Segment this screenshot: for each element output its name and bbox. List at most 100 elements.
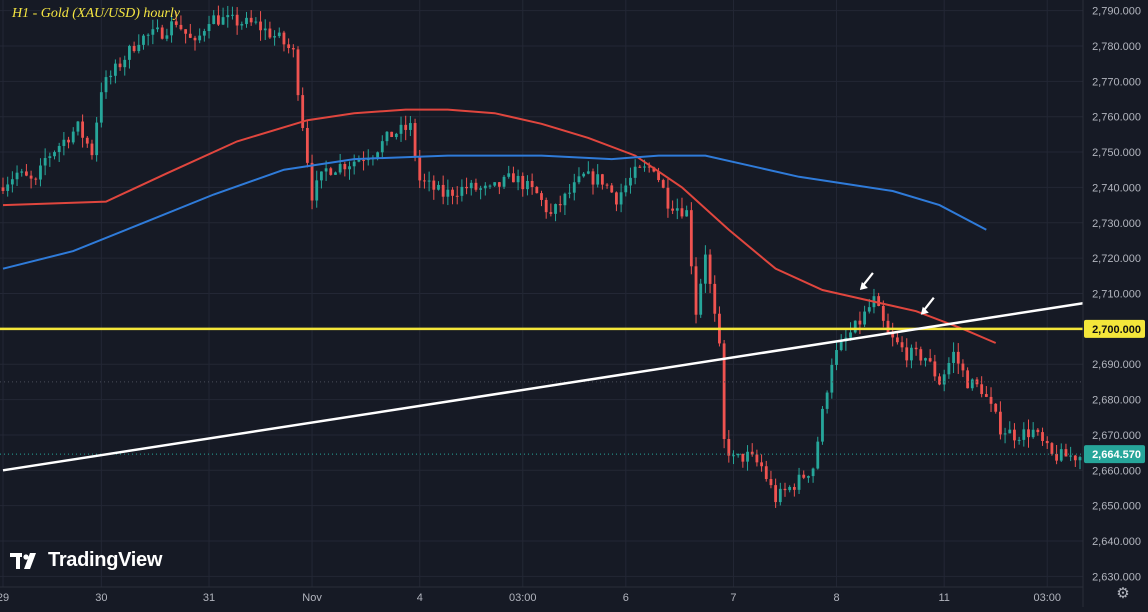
candle-body	[348, 166, 351, 170]
price-tick-label: 2,690.000	[1092, 359, 1141, 371]
candle-body	[85, 137, 89, 144]
candle-body	[301, 95, 305, 128]
candle-body	[156, 27, 159, 30]
candle-body	[6, 184, 10, 191]
candle-body	[1027, 429, 1030, 438]
price-tick-label: 2,670.000	[1092, 430, 1141, 442]
candle-body	[516, 175, 520, 183]
trendline[interactable]	[2, 301, 1085, 472]
candle-body	[404, 124, 408, 130]
gear-icon[interactable]: ⚙	[1116, 585, 1130, 602]
candles	[1, 5, 1082, 508]
candle-body	[160, 27, 164, 39]
candle-body	[858, 320, 862, 325]
candle-body	[970, 379, 974, 389]
candle-body	[825, 392, 829, 409]
candle-body	[493, 182, 497, 186]
candle-body	[998, 411, 1002, 435]
candle-body	[418, 155, 422, 181]
time-tick-label: 7	[730, 592, 736, 604]
candle-body	[235, 14, 239, 26]
candle-body	[240, 24, 244, 26]
price-tick-label: 2,630.000	[1092, 571, 1141, 583]
candle-body	[994, 403, 998, 412]
candle-body	[329, 168, 333, 175]
candle-body	[1073, 455, 1077, 461]
candle-body	[792, 486, 796, 490]
candle-body	[460, 186, 464, 196]
candle-body	[732, 455, 735, 457]
time-tick-label: 30	[95, 592, 107, 604]
candle-body	[952, 351, 955, 363]
arrow-head-icon	[859, 281, 868, 290]
time-tick-label: 11	[938, 592, 949, 604]
candle-body	[966, 370, 970, 389]
candle-body	[666, 187, 670, 209]
candle-body	[249, 17, 253, 23]
candle-body	[605, 184, 609, 186]
candle-body	[305, 127, 309, 163]
price-tick-label: 2,730.000	[1092, 218, 1141, 230]
moving-average-line-2	[2, 154, 987, 270]
price-tick-label: 2,790.000	[1092, 6, 1141, 18]
candle-body	[474, 182, 478, 190]
candle-body	[821, 408, 824, 442]
candle-body	[881, 305, 885, 321]
candle-body	[184, 29, 188, 34]
candle-body	[310, 162, 314, 201]
candle-body	[216, 15, 220, 25]
time-tick-label: Nov	[302, 592, 322, 604]
candle-body	[694, 266, 698, 315]
candle-body	[549, 212, 553, 214]
candle-body	[366, 159, 370, 161]
candle-body	[385, 131, 389, 142]
candle-body	[320, 171, 323, 181]
candle-body	[596, 174, 600, 185]
candle-body	[109, 75, 113, 78]
price-tick-label: 2,780.000	[1092, 41, 1141, 53]
candle-body	[722, 343, 726, 440]
candle-body	[624, 185, 628, 193]
candle-body	[25, 171, 28, 176]
time-axis[interactable]: 29 30 31 Nov 4 03:00 6 7 8 11 03:00	[0, 586, 1083, 604]
candle-body	[1050, 443, 1054, 454]
moving-averages	[2, 108, 997, 344]
candle-body	[343, 164, 347, 170]
candle-body	[755, 454, 759, 463]
candle-body	[905, 347, 909, 361]
price-tick-label: 2,710.000	[1092, 289, 1141, 301]
candle-body	[741, 453, 745, 462]
candle-body	[48, 156, 52, 159]
candle-body	[104, 77, 108, 93]
candle-body	[123, 59, 127, 68]
chart-title: H1 - Gold (XAU/USD) hourly	[12, 6, 180, 21]
price-axis[interactable]: 2,790.000 2,780.000 2,770.000 2,760.000 2,75…	[1082, 0, 1148, 607]
candle-body	[20, 171, 24, 173]
candle-body	[1045, 441, 1049, 444]
candle-body	[760, 462, 763, 467]
candle-body	[53, 152, 56, 157]
candle-body	[582, 173, 586, 177]
candle-body	[455, 195, 459, 197]
candle-body	[76, 121, 80, 132]
candle-body	[146, 34, 150, 36]
level-price-tag: 2,700.000	[1092, 324, 1141, 336]
candle-body	[479, 188, 483, 190]
grid	[0, 0, 1083, 587]
candle-body	[633, 166, 637, 178]
candle-body	[619, 192, 623, 205]
candle-body	[853, 320, 857, 333]
candle-body	[521, 175, 525, 190]
candle-body	[81, 121, 85, 138]
candle-body	[432, 180, 436, 190]
candle-body	[956, 351, 960, 364]
price-tick-label: 2,720.000	[1092, 253, 1141, 265]
candle-body	[437, 184, 440, 190]
candle-body	[99, 92, 103, 123]
candle-body	[245, 17, 248, 25]
candle-body	[137, 44, 141, 52]
candle-body	[273, 36, 276, 38]
candle-body	[942, 374, 946, 385]
